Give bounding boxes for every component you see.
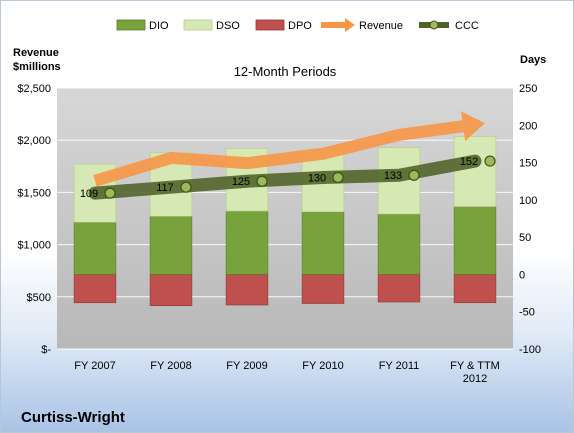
legend-swatch-dio — [116, 19, 146, 31]
ccc-data-label: 109 — [80, 188, 98, 200]
left-axis-ticks: $- $500 $1,000 $1,500 $2,000 $2,500 — [17, 83, 51, 356]
ccc-layer: 109 117 125 130 133 152 — [80, 154, 496, 200]
legend-swatch-dso — [183, 19, 213, 31]
chart-title: 12-Month Periods — [234, 64, 337, 79]
left-axis-tick-label: $1,500 — [17, 187, 51, 199]
legend-arrow-revenue — [345, 18, 355, 32]
left-axis-title-line2: $millions — [13, 61, 61, 73]
legend-label: Revenue — [359, 20, 403, 32]
bar-dio — [225, 210, 269, 275]
legend-swatch-dpo — [255, 19, 285, 31]
ccc-data-label: 117 — [156, 182, 174, 194]
ccc-point — [484, 155, 496, 167]
right-axis-tick-label: 250 — [519, 83, 537, 95]
ccc-data-label: 125 — [232, 176, 250, 188]
bar-dpo — [73, 274, 117, 304]
x-axis-tick-label: FY 2007 — [74, 360, 115, 372]
right-axis-tick-label: -100 — [519, 344, 541, 356]
legend-label: DSO — [216, 20, 240, 32]
left-axis-tick-label: $2,000 — [17, 135, 51, 147]
x-axis-ticks: FY 2007 FY 2008 FY 2009 FY 2010 FY 2011 FY & … — [74, 360, 500, 385]
legend-label: DPO — [288, 20, 312, 32]
x-axis-tick-label: FY 2009 — [226, 360, 267, 372]
x-axis-tick-label: FY & TTM — [450, 360, 500, 372]
revenue-layer — [93, 111, 485, 187]
ccc-point — [408, 169, 420, 181]
left-axis-tick-label: $2,500 — [17, 83, 51, 95]
bar-dpo — [301, 274, 345, 304]
right-axis-tick-label: 100 — [519, 195, 537, 207]
ccc-data-label: 152 — [460, 156, 478, 168]
legend-label: CCC — [455, 20, 479, 32]
ccc-point — [104, 187, 116, 199]
ccc-point — [180, 181, 192, 193]
left-axis-tick-label: $500 — [27, 292, 51, 304]
right-axis-title: Days — [520, 54, 546, 66]
left-axis-title-line1: Revenue — [13, 47, 59, 59]
revenue-line — [93, 120, 464, 187]
right-axis-tick-label: 200 — [519, 120, 537, 132]
x-axis-tick-label: FY 2011 — [379, 360, 420, 372]
bar-dpo — [453, 274, 497, 304]
legend-label: DIO — [149, 20, 169, 32]
right-axis-tick-label: -50 — [519, 307, 535, 319]
bar-dio — [377, 213, 421, 275]
legend-marker-ccc — [429, 20, 439, 30]
bar-dso — [453, 136, 497, 207]
bar-dio — [149, 215, 193, 275]
ccc-point — [256, 175, 268, 187]
ccc-data-label: 130 — [308, 172, 326, 184]
ccc-data-label: 133 — [384, 170, 402, 182]
gridlines — [57, 87, 513, 350]
bar-dio — [73, 221, 117, 275]
right-axis-tick-label: 0 — [519, 269, 525, 281]
bar-dpo — [149, 274, 193, 307]
bar-dpo — [377, 274, 421, 303]
left-axis-tick-label: $1,000 — [17, 240, 51, 252]
legend: DIO DSO DPO Revenue CCC — [116, 18, 479, 32]
bar-dpo — [225, 274, 269, 306]
bar-dio — [453, 206, 497, 275]
ccc-point — [332, 171, 344, 184]
x-axis-tick-label: FY 2008 — [150, 360, 191, 372]
right-axis-tick-label: 150 — [519, 158, 537, 170]
right-axis-tick-label: 50 — [519, 232, 531, 244]
left-axis-tick-label: $- — [41, 344, 51, 356]
right-axis-ticks: -100 -50 0 50 100 150 200 250 — [519, 83, 541, 356]
x-axis-tick-label: 2012 — [463, 373, 487, 385]
company-name: Curtiss-Wright — [21, 409, 125, 426]
x-axis-tick-label: FY 2010 — [302, 360, 343, 372]
revenue-arrow-head — [461, 111, 485, 142]
bar-dio — [301, 211, 345, 275]
